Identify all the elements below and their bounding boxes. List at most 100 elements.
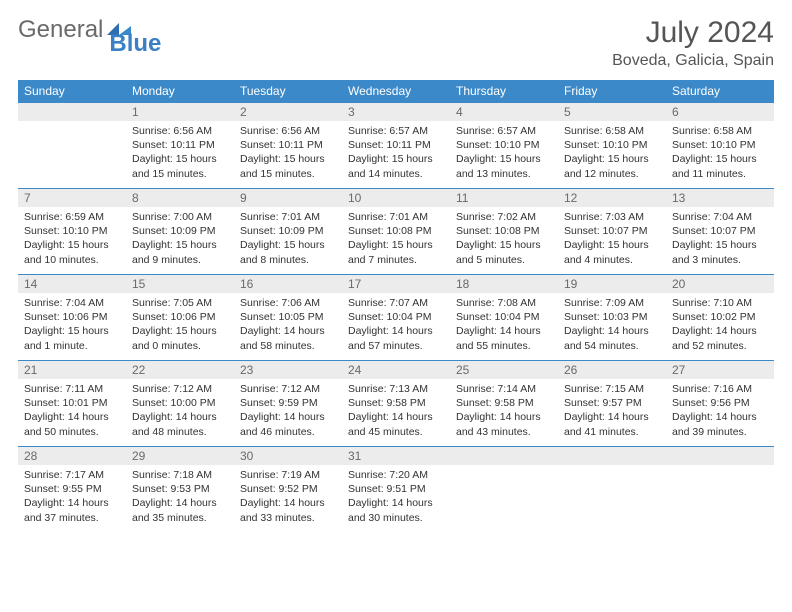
sunset-line: Sunset: 10:09 PM bbox=[132, 224, 228, 238]
sunset-line: Sunset: 9:58 PM bbox=[456, 396, 552, 410]
calendar-cell: 13Sunrise: 7:04 AMSunset: 10:07 PMDaylig… bbox=[666, 189, 774, 275]
sunrise-line: Sunrise: 6:57 AM bbox=[456, 124, 552, 138]
daylight-line: Daylight: 14 hours and 45 minutes. bbox=[348, 410, 444, 438]
calendar-cell: 23Sunrise: 7:12 AMSunset: 9:59 PMDayligh… bbox=[234, 361, 342, 447]
day-content: Sunrise: 7:17 AMSunset: 9:55 PMDaylight:… bbox=[18, 465, 126, 531]
daylight-line: Daylight: 14 hours and 30 minutes. bbox=[348, 496, 444, 524]
day-cell: 20Sunrise: 7:10 AMSunset: 10:02 PMDaylig… bbox=[666, 275, 774, 360]
calendar-cell: 30Sunrise: 7:19 AMSunset: 9:52 PMDayligh… bbox=[234, 447, 342, 533]
calendar-cell: 22Sunrise: 7:12 AMSunset: 10:00 PMDaylig… bbox=[126, 361, 234, 447]
day-cell: 6Sunrise: 6:58 AMSunset: 10:10 PMDayligh… bbox=[666, 103, 774, 188]
sunrise-line: Sunrise: 7:14 AM bbox=[456, 382, 552, 396]
day-content: Sunrise: 7:04 AMSunset: 10:07 PMDaylight… bbox=[666, 207, 774, 273]
day-cell: 4Sunrise: 6:57 AMSunset: 10:10 PMDayligh… bbox=[450, 103, 558, 188]
sunset-line: Sunset: 9:53 PM bbox=[132, 482, 228, 496]
weekday-header: Saturday bbox=[666, 80, 774, 103]
daylight-line: Daylight: 15 hours and 11 minutes. bbox=[672, 152, 768, 180]
day-cell: 1Sunrise: 6:56 AMSunset: 10:11 PMDayligh… bbox=[126, 103, 234, 188]
day-cell: 5Sunrise: 6:58 AMSunset: 10:10 PMDayligh… bbox=[558, 103, 666, 188]
day-number: 6 bbox=[666, 103, 774, 121]
day-content: Sunrise: 6:58 AMSunset: 10:10 PMDaylight… bbox=[666, 121, 774, 187]
daylight-line: Daylight: 14 hours and 43 minutes. bbox=[456, 410, 552, 438]
day-content: Sunrise: 7:05 AMSunset: 10:06 PMDaylight… bbox=[126, 293, 234, 359]
day-number: 4 bbox=[450, 103, 558, 121]
calendar-cell: 8Sunrise: 7:00 AMSunset: 10:09 PMDayligh… bbox=[126, 189, 234, 275]
header: General Blue July 2024 Boveda, Galicia, … bbox=[18, 16, 774, 70]
day-content: Sunrise: 7:15 AMSunset: 9:57 PMDaylight:… bbox=[558, 379, 666, 445]
day-cell: 10Sunrise: 7:01 AMSunset: 10:08 PMDaylig… bbox=[342, 189, 450, 274]
logo: General Blue bbox=[18, 16, 161, 44]
daylight-line: Daylight: 14 hours and 33 minutes. bbox=[240, 496, 336, 524]
day-number: 27 bbox=[666, 361, 774, 379]
calendar-cell: 7Sunrise: 6:59 AMSunset: 10:10 PMDayligh… bbox=[18, 189, 126, 275]
day-cell: 29Sunrise: 7:18 AMSunset: 9:53 PMDayligh… bbox=[126, 447, 234, 533]
day-content: Sunrise: 7:07 AMSunset: 10:04 PMDaylight… bbox=[342, 293, 450, 359]
daylight-line: Daylight: 15 hours and 3 minutes. bbox=[672, 238, 768, 266]
day-number-empty bbox=[558, 447, 666, 465]
sunset-line: Sunset: 10:09 PM bbox=[240, 224, 336, 238]
daylight-line: Daylight: 14 hours and 41 minutes. bbox=[564, 410, 660, 438]
day-number: 7 bbox=[18, 189, 126, 207]
sunrise-line: Sunrise: 7:10 AM bbox=[672, 296, 768, 310]
day-number: 21 bbox=[18, 361, 126, 379]
day-content: Sunrise: 6:57 AMSunset: 10:10 PMDaylight… bbox=[450, 121, 558, 187]
sunrise-line: Sunrise: 7:03 AM bbox=[564, 210, 660, 224]
calendar-cell: 6Sunrise: 6:58 AMSunset: 10:10 PMDayligh… bbox=[666, 103, 774, 189]
calendar-cell: 28Sunrise: 7:17 AMSunset: 9:55 PMDayligh… bbox=[18, 447, 126, 533]
sunrise-line: Sunrise: 6:58 AM bbox=[564, 124, 660, 138]
day-cell: 25Sunrise: 7:14 AMSunset: 9:58 PMDayligh… bbox=[450, 361, 558, 446]
day-number: 16 bbox=[234, 275, 342, 293]
location: Boveda, Galicia, Spain bbox=[612, 52, 774, 70]
daylight-line: Daylight: 14 hours and 52 minutes. bbox=[672, 324, 768, 352]
day-cell: 7Sunrise: 6:59 AMSunset: 10:10 PMDayligh… bbox=[18, 189, 126, 274]
calendar-cell: 18Sunrise: 7:08 AMSunset: 10:04 PMDaylig… bbox=[450, 275, 558, 361]
day-content: Sunrise: 6:56 AMSunset: 10:11 PMDaylight… bbox=[234, 121, 342, 187]
sunrise-line: Sunrise: 7:04 AM bbox=[24, 296, 120, 310]
sunset-line: Sunset: 10:07 PM bbox=[564, 224, 660, 238]
day-number: 12 bbox=[558, 189, 666, 207]
calendar-row: 28Sunrise: 7:17 AMSunset: 9:55 PMDayligh… bbox=[18, 447, 774, 533]
day-content: Sunrise: 7:06 AMSunset: 10:05 PMDaylight… bbox=[234, 293, 342, 359]
day-content: Sunrise: 7:03 AMSunset: 10:07 PMDaylight… bbox=[558, 207, 666, 273]
sunrise-line: Sunrise: 7:01 AM bbox=[240, 210, 336, 224]
sunrise-line: Sunrise: 6:59 AM bbox=[24, 210, 120, 224]
daylight-line: Daylight: 15 hours and 0 minutes. bbox=[132, 324, 228, 352]
daylight-line: Daylight: 15 hours and 14 minutes. bbox=[348, 152, 444, 180]
day-content: Sunrise: 7:19 AMSunset: 9:52 PMDaylight:… bbox=[234, 465, 342, 531]
day-content: Sunrise: 6:57 AMSunset: 10:11 PMDaylight… bbox=[342, 121, 450, 187]
day-cell: 18Sunrise: 7:08 AMSunset: 10:04 PMDaylig… bbox=[450, 275, 558, 360]
day-content: Sunrise: 7:01 AMSunset: 10:09 PMDaylight… bbox=[234, 207, 342, 273]
sunset-line: Sunset: 10:08 PM bbox=[348, 224, 444, 238]
calendar-cell bbox=[666, 447, 774, 533]
daylight-line: Daylight: 15 hours and 1 minute. bbox=[24, 324, 120, 352]
logo-text-blue: Blue bbox=[109, 30, 161, 58]
sunrise-line: Sunrise: 7:15 AM bbox=[564, 382, 660, 396]
day-number: 31 bbox=[342, 447, 450, 465]
day-number-empty bbox=[18, 103, 126, 121]
sunset-line: Sunset: 10:05 PM bbox=[240, 310, 336, 324]
sunrise-line: Sunrise: 7:08 AM bbox=[456, 296, 552, 310]
sunrise-line: Sunrise: 7:12 AM bbox=[240, 382, 336, 396]
day-content: Sunrise: 7:02 AMSunset: 10:08 PMDaylight… bbox=[450, 207, 558, 273]
sunrise-line: Sunrise: 7:18 AM bbox=[132, 468, 228, 482]
day-content: Sunrise: 7:12 AMSunset: 9:59 PMDaylight:… bbox=[234, 379, 342, 445]
day-cell: 27Sunrise: 7:16 AMSunset: 9:56 PMDayligh… bbox=[666, 361, 774, 446]
day-number: 13 bbox=[666, 189, 774, 207]
sunrise-line: Sunrise: 7:00 AM bbox=[132, 210, 228, 224]
daylight-line: Daylight: 15 hours and 8 minutes. bbox=[240, 238, 336, 266]
weekday-header: Thursday bbox=[450, 80, 558, 103]
sunset-line: Sunset: 10:11 PM bbox=[240, 138, 336, 152]
day-cell: 26Sunrise: 7:15 AMSunset: 9:57 PMDayligh… bbox=[558, 361, 666, 446]
daylight-line: Daylight: 15 hours and 9 minutes. bbox=[132, 238, 228, 266]
daylight-line: Daylight: 15 hours and 7 minutes. bbox=[348, 238, 444, 266]
sunrise-line: Sunrise: 7:05 AM bbox=[132, 296, 228, 310]
sunrise-line: Sunrise: 7:01 AM bbox=[348, 210, 444, 224]
calendar-cell: 19Sunrise: 7:09 AMSunset: 10:03 PMDaylig… bbox=[558, 275, 666, 361]
daylight-line: Daylight: 15 hours and 5 minutes. bbox=[456, 238, 552, 266]
day-number: 28 bbox=[18, 447, 126, 465]
day-cell: 3Sunrise: 6:57 AMSunset: 10:11 PMDayligh… bbox=[342, 103, 450, 188]
weekday-header: Monday bbox=[126, 80, 234, 103]
sunset-line: Sunset: 9:55 PM bbox=[24, 482, 120, 496]
sunset-line: Sunset: 9:58 PM bbox=[348, 396, 444, 410]
sunrise-line: Sunrise: 7:06 AM bbox=[240, 296, 336, 310]
